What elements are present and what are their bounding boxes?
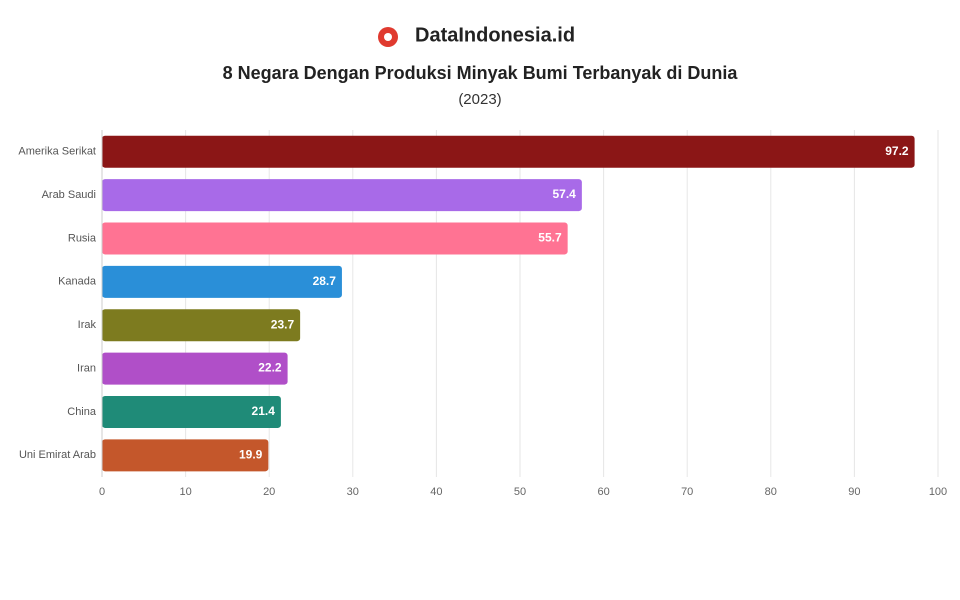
value-label: 57.4 (553, 187, 577, 201)
bar (102, 179, 582, 212)
bar (102, 222, 568, 255)
value-label: 97.2 (885, 144, 909, 158)
x-tick-label: 20 (263, 486, 275, 498)
value-label: 21.4 (252, 404, 276, 418)
x-tick-label: 90 (848, 486, 860, 498)
value-label: 28.7 (313, 274, 337, 288)
logo-icon-hole (384, 33, 392, 41)
value-label: 19.9 (239, 447, 263, 461)
value-label: 22.2 (258, 361, 282, 375)
y-tick-label: Iran (77, 362, 96, 374)
x-tick-label: 100 (929, 486, 947, 498)
y-tick-label: Arab Saudi (42, 189, 96, 201)
x-tick-label: 10 (179, 486, 191, 498)
y-tick-label: Uni Emirat Arab (19, 449, 96, 461)
y-tick-label: Irak (78, 319, 97, 331)
bar (102, 309, 301, 342)
chart-subtitle: (2023) (458, 91, 501, 108)
bar (102, 265, 342, 298)
y-tick-label: Amerika Serikat (18, 146, 96, 158)
value-label: 55.7 (538, 231, 562, 245)
x-tick-label: 60 (597, 486, 609, 498)
x-tick-label: 70 (681, 486, 693, 498)
chart-title: 8 Negara Dengan Produksi Minyak Bumi Ter… (223, 63, 739, 83)
brand: DataIndonesia.id (415, 24, 575, 46)
x-tick-label: 30 (347, 486, 359, 498)
y-tick-label: China (67, 406, 97, 418)
x-tick-label: 80 (765, 486, 777, 498)
y-tick-label: Rusia (68, 232, 97, 244)
value-label: 23.7 (271, 317, 295, 331)
x-tick-label: 50 (514, 486, 526, 498)
bar (102, 439, 269, 472)
x-tick-label: 40 (430, 486, 442, 498)
bar (102, 352, 288, 385)
x-tick-label: 0 (99, 486, 105, 498)
bar (102, 135, 915, 168)
y-tick-label: Kanada (58, 276, 97, 288)
bar (102, 395, 281, 428)
